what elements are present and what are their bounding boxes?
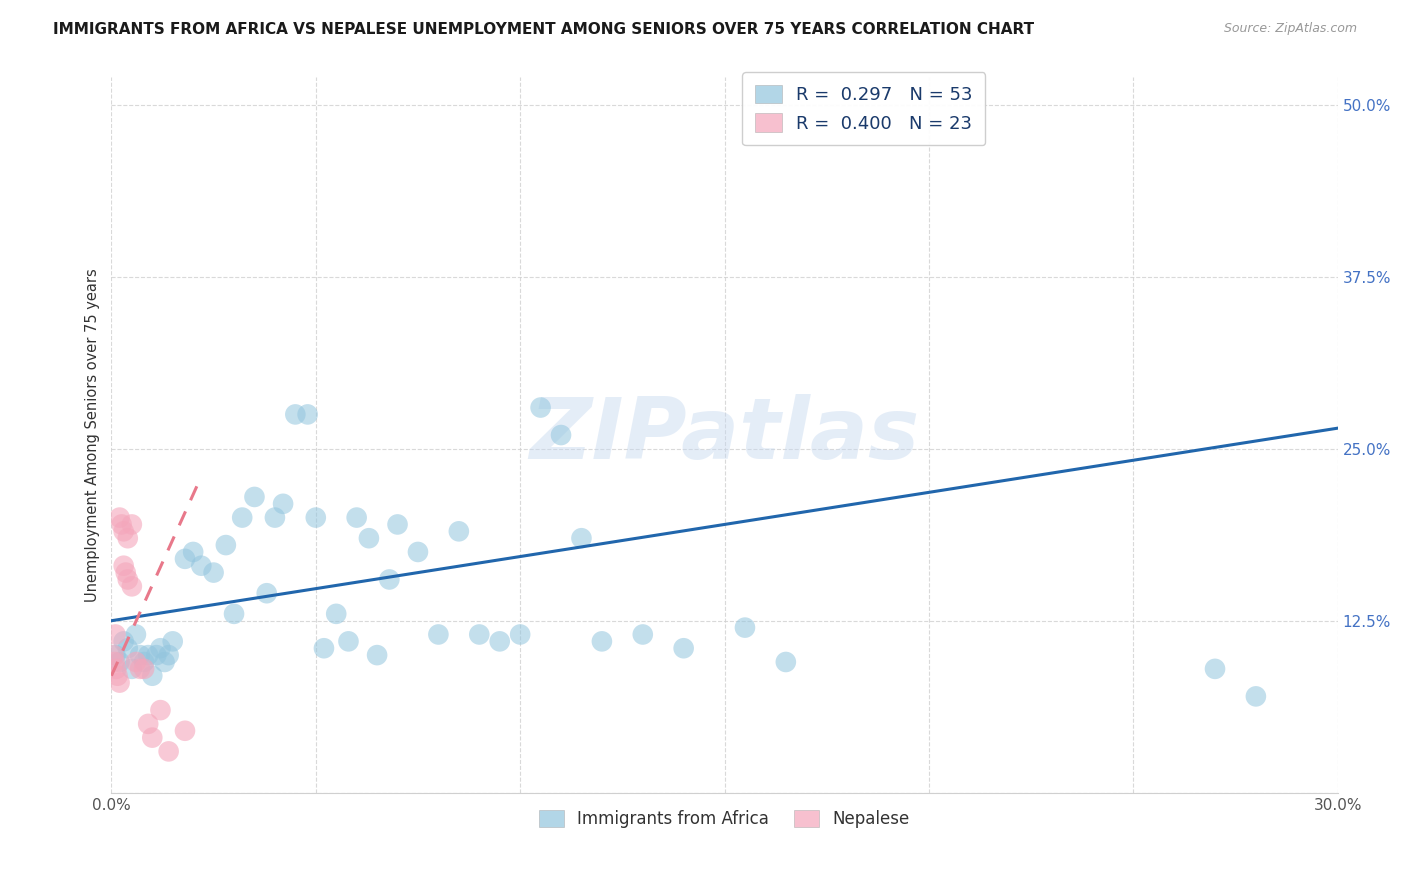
Y-axis label: Unemployment Among Seniors over 75 years: Unemployment Among Seniors over 75 years xyxy=(86,268,100,602)
Point xyxy=(112,524,135,539)
Point xyxy=(591,634,613,648)
Point xyxy=(125,655,148,669)
Point xyxy=(153,655,176,669)
Point xyxy=(571,531,593,545)
Point xyxy=(114,566,136,580)
Point xyxy=(447,524,470,539)
Text: ZIPatlas: ZIPatlas xyxy=(530,393,920,476)
Point xyxy=(190,558,212,573)
Point xyxy=(488,634,510,648)
Point xyxy=(202,566,225,580)
Point xyxy=(104,627,127,641)
Point xyxy=(117,641,139,656)
Point xyxy=(136,648,159,662)
Point xyxy=(550,428,572,442)
Point xyxy=(117,531,139,545)
Point xyxy=(427,627,450,641)
Point xyxy=(312,641,335,656)
Point xyxy=(366,648,388,662)
Point xyxy=(215,538,238,552)
Point xyxy=(243,490,266,504)
Point xyxy=(174,551,197,566)
Point xyxy=(112,558,135,573)
Legend: Immigrants from Africa, Nepalese: Immigrants from Africa, Nepalese xyxy=(533,803,917,834)
Text: IMMIGRANTS FROM AFRICA VS NEPALESE UNEMPLOYMENT AMONG SENIORS OVER 75 YEARS CORR: IMMIGRANTS FROM AFRICA VS NEPALESE UNEMP… xyxy=(53,22,1035,37)
Point xyxy=(406,545,429,559)
Point xyxy=(631,627,654,641)
Point xyxy=(775,655,797,669)
Point xyxy=(132,662,155,676)
Point xyxy=(141,669,163,683)
Point xyxy=(117,573,139,587)
Point xyxy=(325,607,347,621)
Point xyxy=(157,648,180,662)
Point xyxy=(157,744,180,758)
Point xyxy=(1204,662,1226,676)
Point xyxy=(107,669,129,683)
Point xyxy=(104,655,127,669)
Point xyxy=(297,408,319,422)
Point xyxy=(149,703,172,717)
Point xyxy=(112,634,135,648)
Point xyxy=(162,634,184,648)
Point xyxy=(121,517,143,532)
Point xyxy=(1244,690,1267,704)
Point xyxy=(378,573,401,587)
Point xyxy=(108,655,131,669)
Point xyxy=(284,408,307,422)
Point xyxy=(149,641,172,656)
Point xyxy=(509,627,531,641)
Point xyxy=(108,510,131,524)
Point xyxy=(111,517,134,532)
Point xyxy=(129,648,152,662)
Point xyxy=(132,655,155,669)
Point xyxy=(129,662,152,676)
Point xyxy=(222,607,245,621)
Point xyxy=(529,401,551,415)
Point xyxy=(121,662,143,676)
Point xyxy=(271,497,294,511)
Point xyxy=(357,531,380,545)
Point xyxy=(141,731,163,745)
Point xyxy=(121,579,143,593)
Point xyxy=(145,648,167,662)
Point xyxy=(734,621,756,635)
Point xyxy=(136,717,159,731)
Point xyxy=(104,648,127,662)
Point xyxy=(174,723,197,738)
Point xyxy=(256,586,278,600)
Point xyxy=(108,675,131,690)
Point xyxy=(105,662,128,676)
Point xyxy=(337,634,360,648)
Text: Source: ZipAtlas.com: Source: ZipAtlas.com xyxy=(1223,22,1357,36)
Point xyxy=(103,648,125,662)
Point xyxy=(346,510,368,524)
Point xyxy=(305,510,328,524)
Point xyxy=(468,627,491,641)
Point xyxy=(264,510,287,524)
Point xyxy=(387,517,409,532)
Point xyxy=(125,627,148,641)
Point xyxy=(231,510,253,524)
Point xyxy=(181,545,204,559)
Point xyxy=(672,641,695,656)
